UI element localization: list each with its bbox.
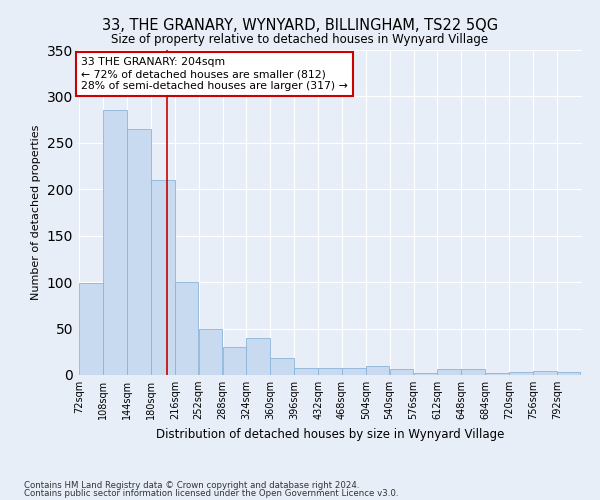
Bar [175, 282, 199, 375]
X-axis label: Distribution of detached houses by size in Wynyard Village: Distribution of detached houses by size … [156, 428, 504, 440]
Bar [533, 372, 557, 375]
Bar [509, 372, 533, 375]
Bar [271, 358, 294, 375]
Bar [199, 328, 223, 375]
Text: Size of property relative to detached houses in Wynyard Village: Size of property relative to detached ho… [112, 32, 488, 46]
Bar [103, 110, 127, 375]
Bar [413, 373, 437, 375]
Bar [127, 129, 151, 375]
Bar [461, 370, 485, 375]
Text: 33 THE GRANARY: 204sqm
← 72% of detached houses are smaller (812)
28% of semi-de: 33 THE GRANARY: 204sqm ← 72% of detached… [82, 58, 348, 90]
Bar [366, 366, 389, 375]
Bar [318, 368, 341, 375]
Bar [342, 368, 365, 375]
Bar [389, 370, 413, 375]
Bar [485, 373, 509, 375]
Bar [247, 338, 270, 375]
Bar [437, 370, 461, 375]
Bar [151, 180, 175, 375]
Bar [294, 368, 318, 375]
Bar [223, 347, 246, 375]
Y-axis label: Number of detached properties: Number of detached properties [31, 125, 41, 300]
Text: 33, THE GRANARY, WYNYARD, BILLINGHAM, TS22 5QG: 33, THE GRANARY, WYNYARD, BILLINGHAM, TS… [102, 18, 498, 32]
Bar [79, 283, 103, 375]
Text: Contains HM Land Registry data © Crown copyright and database right 2024.: Contains HM Land Registry data © Crown c… [24, 480, 359, 490]
Text: Contains public sector information licensed under the Open Government Licence v3: Contains public sector information licen… [24, 489, 398, 498]
Bar [557, 372, 580, 375]
